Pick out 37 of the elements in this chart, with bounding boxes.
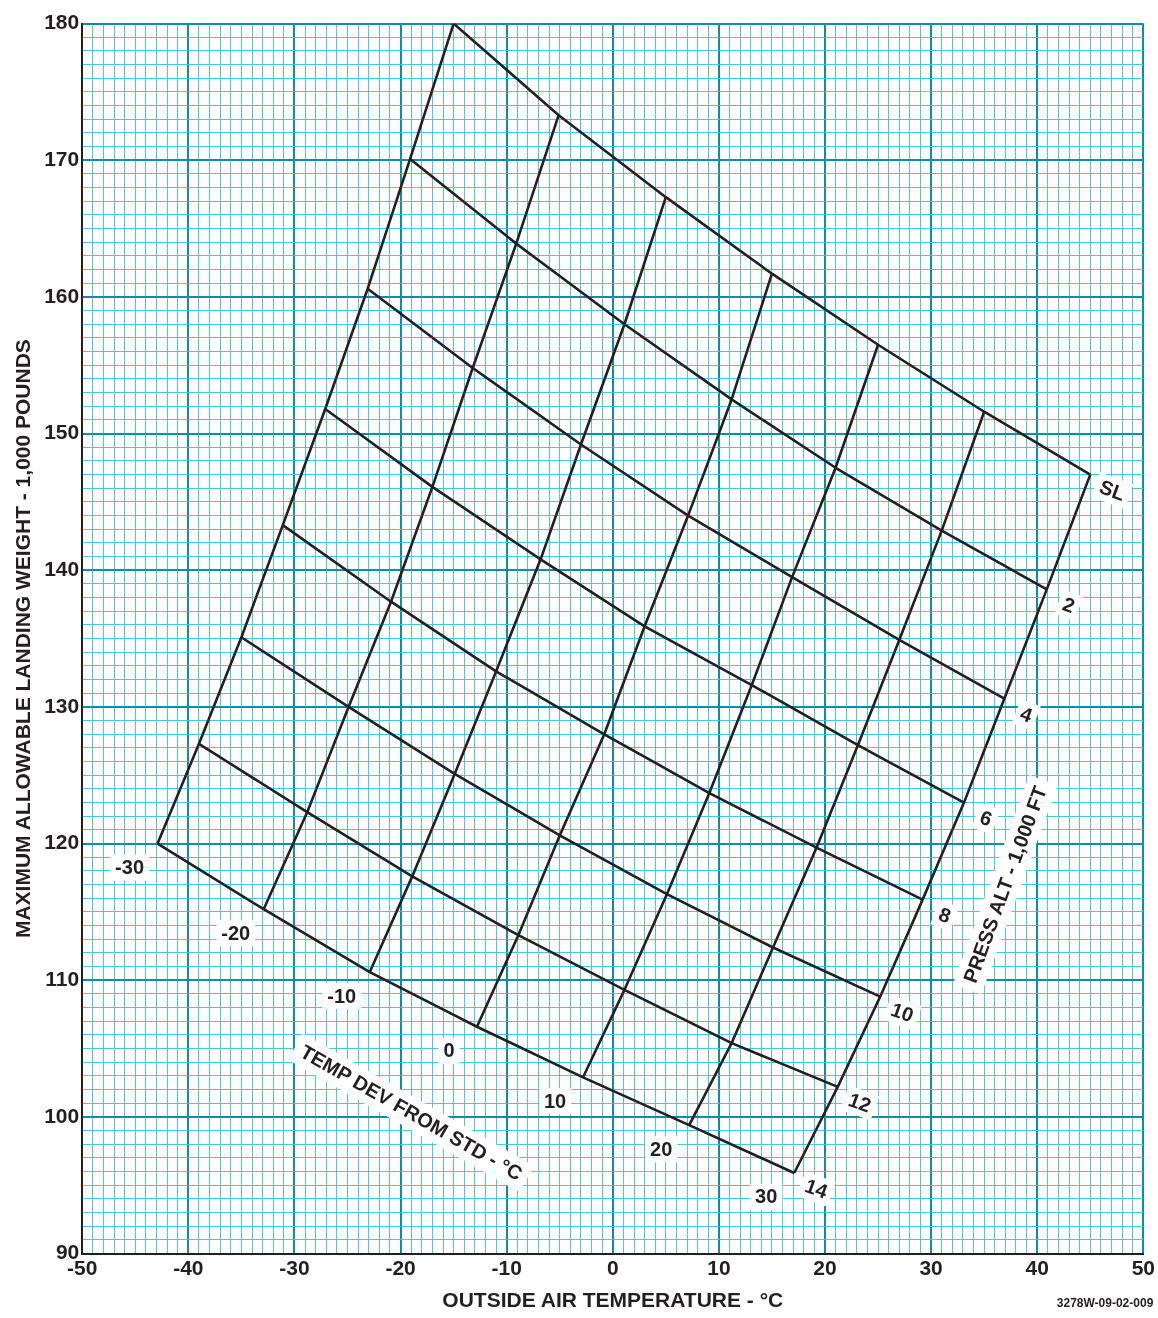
- x-tick-label: 30: [919, 1256, 943, 1279]
- text: 10: [888, 998, 917, 1027]
- series-label: 10: [543, 1089, 567, 1112]
- text: 3278W-09-02-009: [1056, 1296, 1154, 1311]
- y-tick-label: 140: [44, 557, 80, 581]
- y-tick-label: 150: [44, 420, 80, 444]
- y-axis-title: MAXIMUM ALLOWABLE LANDING WEIGHT - 1,000 POUNDS: [11, 339, 35, 939]
- text: 6: [977, 805, 996, 831]
- x-tick-label: 10: [707, 1256, 731, 1279]
- x-axis-title: OUTSIDE AIR TEMPERATURE - °C: [442, 1288, 784, 1312]
- series-label: -30: [115, 856, 145, 879]
- x-tick-label: -10: [491, 1256, 522, 1279]
- text: 8: [935, 902, 954, 928]
- y-tick-label: 170: [44, 147, 80, 171]
- x-tick-label: 40: [1025, 1256, 1049, 1279]
- text: 4: [1017, 702, 1037, 727]
- x-tick-label: 20: [813, 1256, 837, 1279]
- y-tick-label: 160: [44, 283, 80, 307]
- text: 12: [845, 1088, 875, 1117]
- x-tick-label: 0: [606, 1256, 619, 1279]
- y-tick-label: 110: [45, 967, 80, 991]
- x-tick-label: -30: [279, 1256, 310, 1279]
- series-label: 30: [755, 1185, 778, 1208]
- series-label: -20: [221, 921, 251, 944]
- series-label: -10: [327, 984, 357, 1007]
- text: 14: [802, 1174, 832, 1203]
- x-tick-label: -20: [385, 1256, 416, 1279]
- y-tick-label: 180: [44, 10, 80, 34]
- y-tick-label: 120: [44, 830, 80, 854]
- text: 2: [1059, 592, 1078, 618]
- x-tick-label: -40: [173, 1256, 204, 1279]
- y-tick-label: 100: [44, 1103, 80, 1127]
- series-label: 0: [443, 1039, 455, 1062]
- text: SL: [1096, 475, 1129, 505]
- y-tick-label: 130: [44, 693, 80, 717]
- series-label: 20: [650, 1137, 673, 1160]
- x-tick-label: 50: [1131, 1256, 1155, 1279]
